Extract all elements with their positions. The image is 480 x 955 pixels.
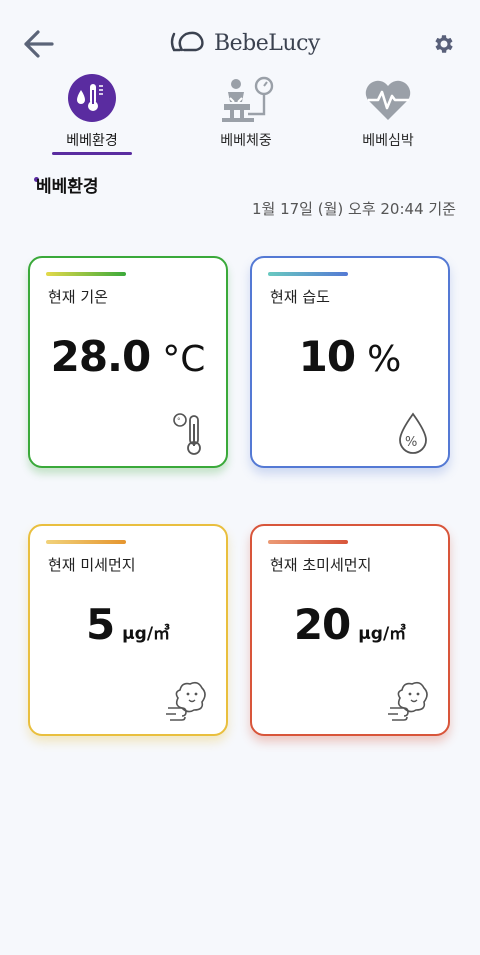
fine-dust-label: 현재 미세먼지 [48, 556, 136, 574]
tab-label-heartrate: 베베심박 [362, 133, 414, 149]
gear-icon [435, 35, 453, 53]
arrow-left-icon [24, 30, 54, 58]
tab-active-indicator [52, 152, 132, 155]
section-bullet [34, 177, 39, 182]
bebelucy-logo-icon [170, 31, 204, 52]
humidity-value: 10 [298, 332, 356, 381]
humidity-card[interactable]: 현재 습도 10 % % [250, 256, 450, 468]
fine-dust-unit: μg/㎥ [122, 624, 171, 644]
humidity-label: 현재 습도 [270, 288, 330, 306]
tab-label-environment: 베베환경 [66, 133, 118, 149]
dust-cloud-icon [166, 681, 206, 721]
temperature-accent-bar [46, 272, 126, 276]
app-logo: BebeLucy [168, 28, 320, 58]
temperature-unit: °C [162, 339, 206, 380]
tab-label-weight: 베베체중 [220, 133, 272, 149]
tab-heartrate[interactable]: 베베심박 [328, 72, 448, 162]
settings-button[interactable] [432, 32, 456, 56]
app-header: BebeLucy [0, 0, 480, 88]
thermometer-drop-icon [68, 74, 116, 122]
svg-text:°: ° [177, 417, 181, 425]
tab-bar: 베베환경 베베체중 베베심박 [0, 72, 480, 162]
ultrafine-dust-unit: μg/㎥ [358, 624, 407, 644]
humidity-unit: % [367, 339, 402, 380]
back-button[interactable] [22, 28, 56, 60]
ultrafine-dust-accent-bar [268, 540, 348, 544]
humidity-drop-icon: % [399, 412, 427, 454]
fine-dust-card[interactable]: 현재 미세먼지 5 μg/㎥ [28, 524, 228, 736]
fine-dust-value: 5 [85, 600, 115, 649]
app-logo-text: BebeLucy [214, 30, 320, 56]
temperature-value: 28.0 [50, 332, 152, 381]
tab-environment[interactable]: 베베환경 [32, 72, 152, 162]
updated-timestamp: 1월 17일 (월) 오후 20:44 기준 [251, 200, 456, 218]
dust-cloud-icon [388, 681, 428, 721]
fine-dust-accent-bar [46, 540, 126, 544]
temperature-label: 현재 기온 [48, 288, 108, 306]
tab-weight[interactable]: 베베체중 [186, 72, 306, 162]
thermometer-icon: ° [173, 413, 201, 455]
baby-scale-icon [222, 76, 274, 122]
temperature-card[interactable]: 현재 기온 28.0 °C ° [28, 256, 228, 468]
humidity-accent-bar [268, 272, 348, 276]
ultrafine-dust-value: 20 [293, 600, 351, 649]
heartbeat-icon [365, 80, 411, 120]
ultrafine-dust-label: 현재 초미세먼지 [270, 556, 372, 574]
section-title: 베베환경 [36, 177, 99, 197]
svg-text:%: % [405, 435, 417, 450]
ultrafine-dust-card[interactable]: 현재 초미세먼지 20 μg/㎥ [250, 524, 450, 736]
